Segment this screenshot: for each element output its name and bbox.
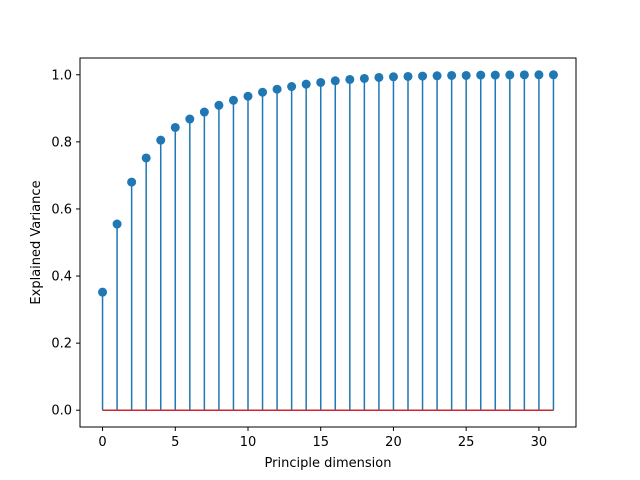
data-point bbox=[98, 287, 108, 297]
data-point bbox=[548, 70, 558, 80]
data-point bbox=[214, 100, 224, 110]
data-point bbox=[505, 70, 515, 80]
data-point bbox=[156, 135, 166, 145]
stems-group bbox=[101, 74, 555, 411]
markers-group bbox=[98, 70, 558, 297]
data-point bbox=[403, 71, 413, 81]
plot-frame bbox=[79, 57, 577, 428]
data-point bbox=[287, 82, 297, 92]
data-point bbox=[432, 71, 442, 81]
x-tick-label: 30 bbox=[531, 435, 548, 450]
data-point bbox=[461, 70, 471, 80]
data-point bbox=[112, 219, 122, 229]
data-point bbox=[228, 95, 238, 105]
data-point bbox=[185, 114, 195, 124]
data-point bbox=[301, 79, 311, 89]
x-tick-label: 5 bbox=[171, 435, 179, 450]
y-tick-label: 0.4 bbox=[51, 270, 72, 285]
data-point bbox=[447, 70, 457, 80]
data-point bbox=[199, 107, 209, 117]
y-tick-label: 0.6 bbox=[51, 202, 72, 217]
x-tick-label: 20 bbox=[385, 435, 402, 450]
data-point bbox=[490, 70, 500, 80]
x-tick-label: 15 bbox=[312, 435, 329, 450]
data-point bbox=[374, 72, 384, 82]
data-point bbox=[316, 77, 326, 87]
x-tick-label: 25 bbox=[458, 435, 475, 450]
y-tick-label: 0.8 bbox=[51, 135, 72, 150]
data-point bbox=[127, 177, 137, 187]
data-point bbox=[243, 91, 253, 101]
data-point bbox=[345, 74, 355, 84]
y-tick-label: 1.0 bbox=[51, 68, 72, 83]
data-point bbox=[330, 76, 340, 86]
data-point bbox=[418, 71, 428, 81]
y-tick-label: 0.2 bbox=[51, 337, 72, 352]
data-point bbox=[388, 72, 398, 82]
data-point bbox=[519, 70, 529, 80]
data-point bbox=[476, 70, 486, 80]
data-point bbox=[258, 87, 268, 97]
x-tick-label: 0 bbox=[98, 435, 106, 450]
x-axis-label: Principle dimension bbox=[265, 456, 392, 471]
data-point bbox=[272, 84, 282, 94]
x-axis-ticks: 0 5 10 15 20 25 30 bbox=[98, 427, 547, 450]
data-point bbox=[534, 70, 544, 80]
y-axis-label: Explained Variance bbox=[29, 180, 44, 304]
data-point bbox=[170, 122, 180, 132]
data-point bbox=[359, 73, 369, 83]
y-tick-label: 0.0 bbox=[51, 404, 72, 419]
data-point bbox=[141, 153, 151, 163]
y-axis-ticks: 0.0 0.2 0.4 0.6 0.8 1.0 bbox=[51, 68, 80, 419]
x-tick-label: 10 bbox=[240, 435, 257, 450]
